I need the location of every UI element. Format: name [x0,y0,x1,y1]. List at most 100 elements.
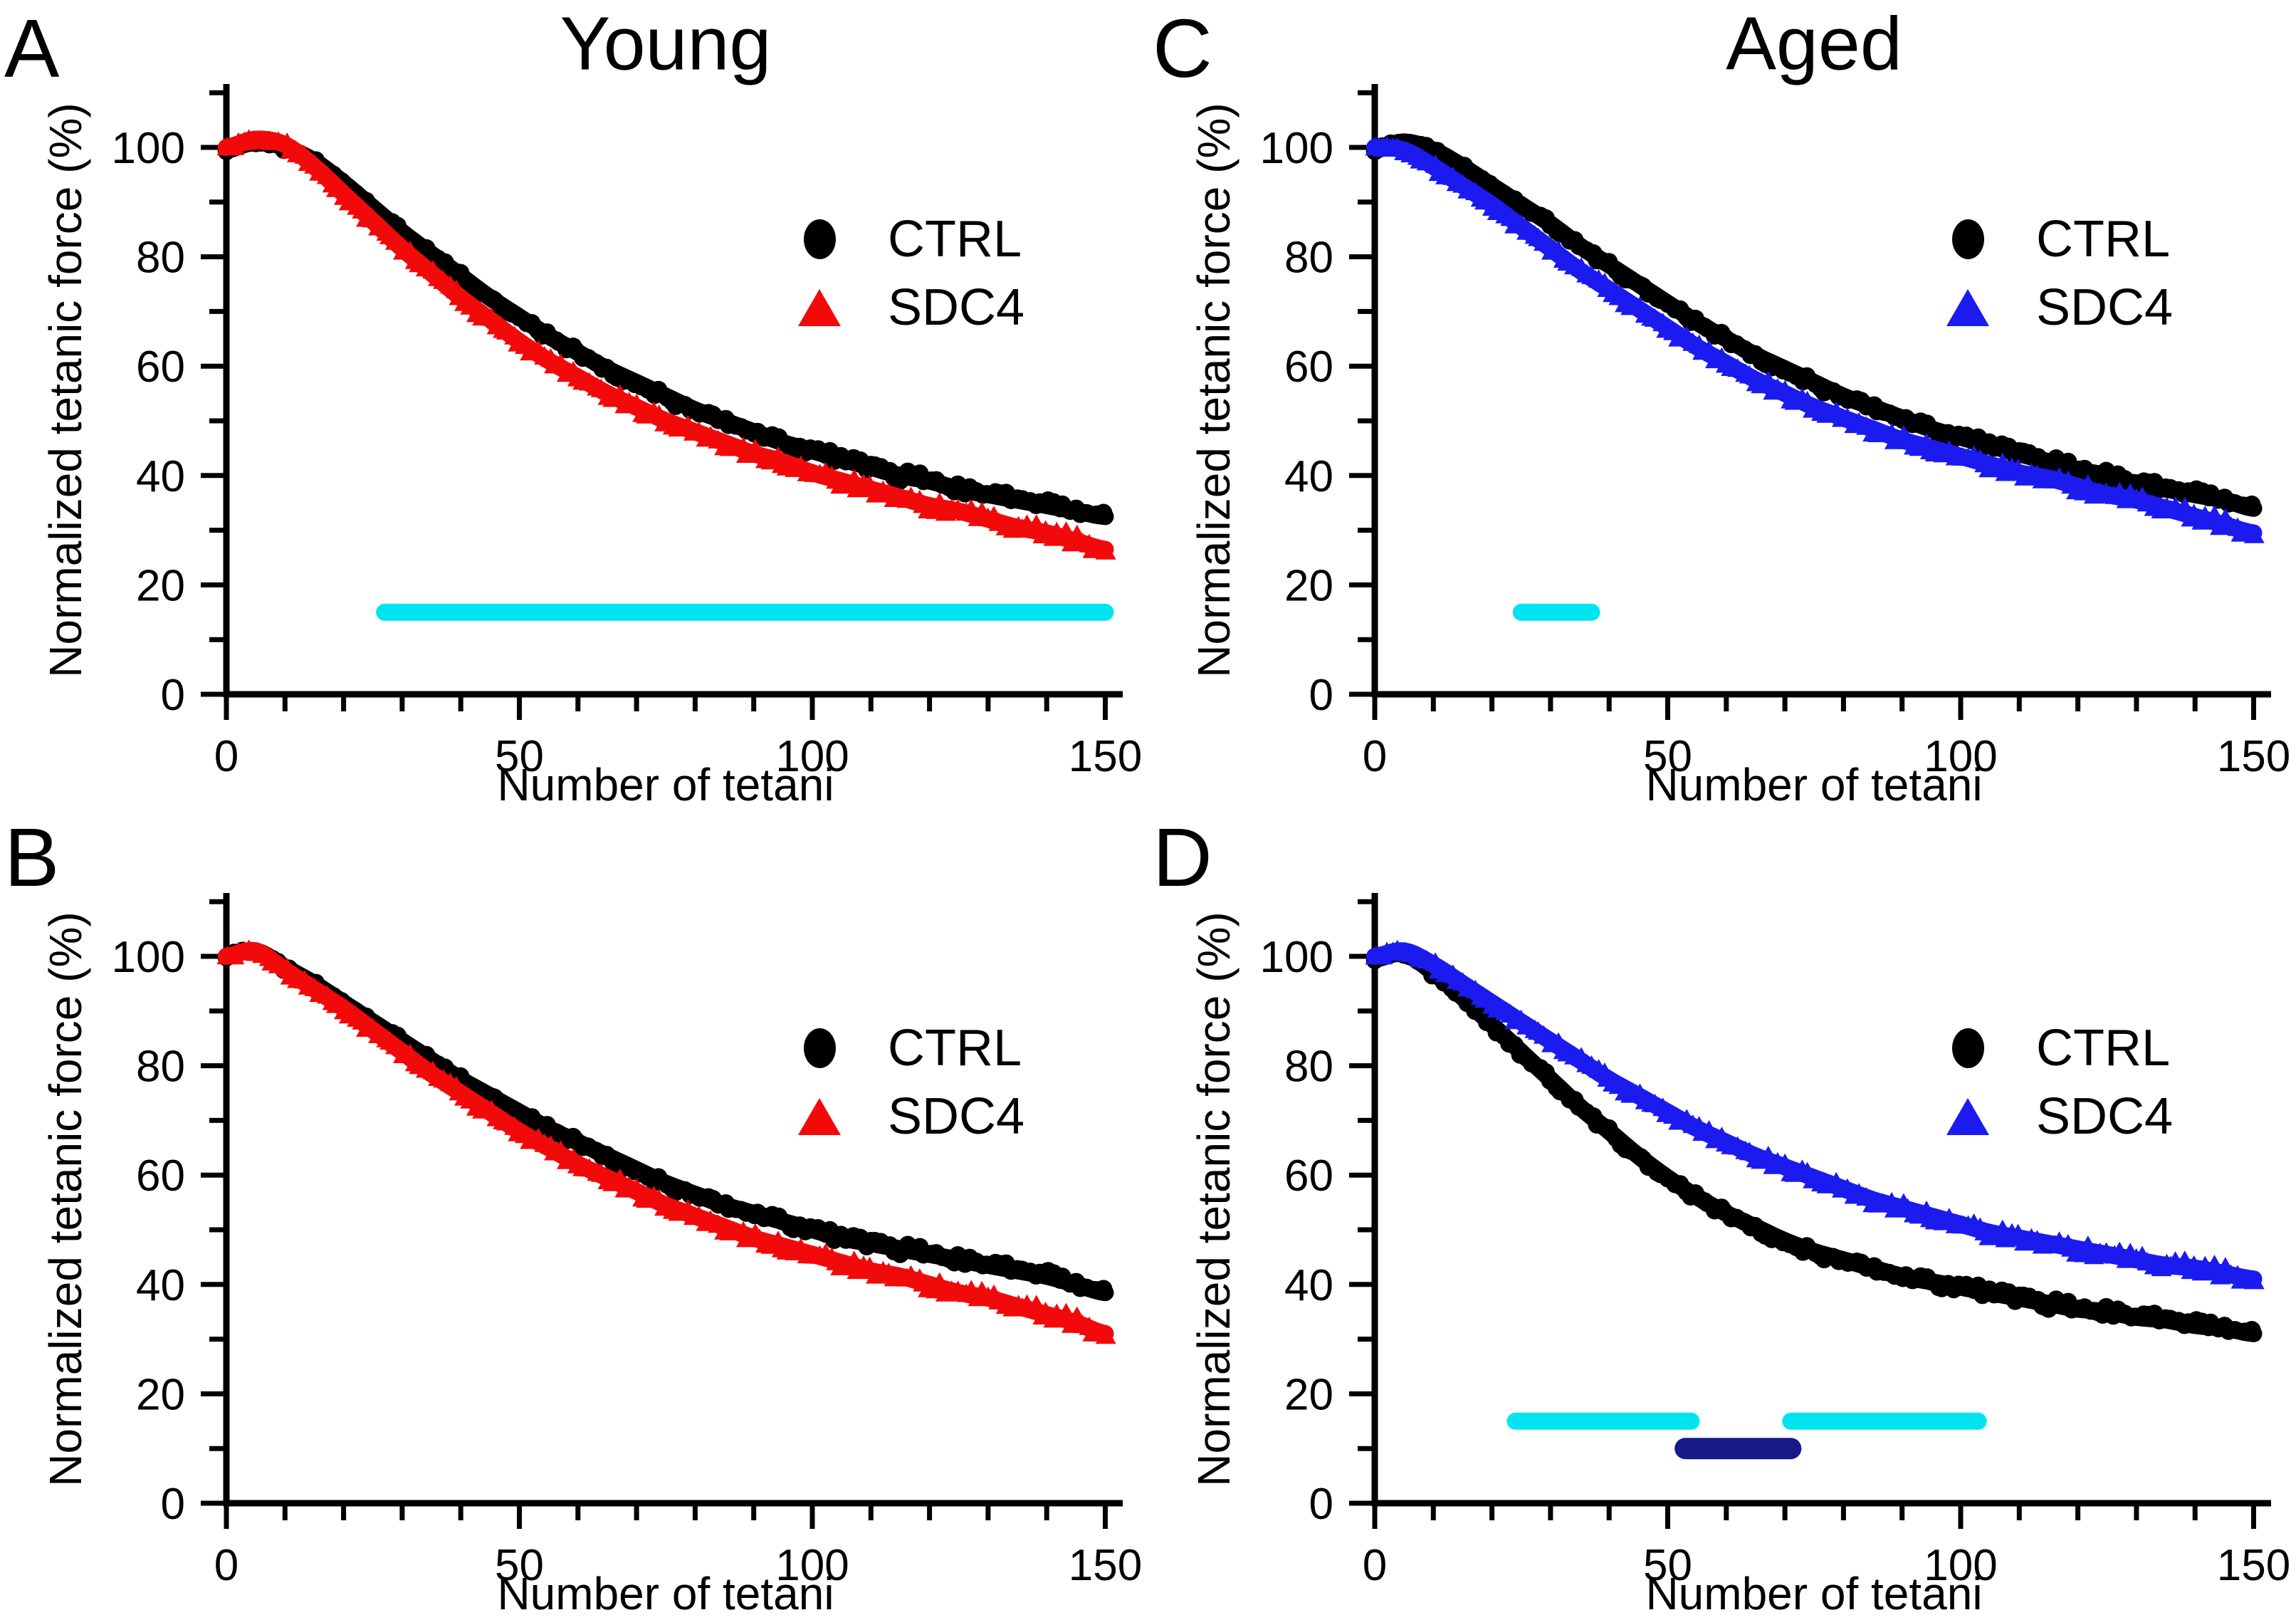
legend-label-sdc4: SDC4 [888,279,1025,336]
svg-text:0: 0 [214,1541,238,1590]
ticks [1349,90,2256,720]
svg-text:100: 100 [775,732,849,781]
svg-text:100: 100 [112,933,185,982]
panel-d: D 0 50 100 150 0 20 40 60 80 100 Normalized tetan… [1148,809,2296,1619]
legend-item-ctrl: CTRL [1935,1014,2173,1082]
panel-b-letter: B [4,811,60,904]
panel-c: C Aged 0 50 100 150 0 20 40 60 80 100 Normalized … [1148,0,2296,811]
svg-text:80: 80 [1284,1042,1333,1092]
svg-text:50: 50 [1643,732,1692,781]
panel-b-x-axis-title: Number of tetani [497,1568,834,1619]
svg-text:60: 60 [1284,343,1333,392]
legend-item-sdc4: SDC4 [1935,1082,2173,1151]
legend-label-ctrl: CTRL [2036,1020,2171,1077]
ticks [201,899,1108,1529]
panel-c-y-axis-title: Normalized tetanic force (%) [1188,103,1239,678]
tick-labels: 0 50 100 150 0 20 40 60 80 100 [112,124,1143,781]
svg-text:40: 40 [136,1261,185,1310]
legend-label-sdc4: SDC4 [888,1088,1025,1145]
svg-text:50: 50 [1643,1541,1692,1590]
svg-text:40: 40 [1284,1261,1333,1310]
sdc4-triangle-marker-icon [798,1098,841,1135]
panel-a-legend: CTRL SDC4 [787,205,1024,342]
svg-text:0: 0 [1309,671,1333,720]
svg-text:0: 0 [161,671,185,720]
ctrl-circle-marker-icon [803,219,836,259]
legend-label-ctrl: CTRL [888,211,1022,268]
legend-label-ctrl: CTRL [888,1020,1022,1077]
legend-item-ctrl: CTRL [787,1014,1024,1082]
series-sdc4 [216,129,1116,560]
panel-c-letter: C [1153,2,1212,95]
series-sdc4 [216,939,1116,1344]
svg-text:40: 40 [1284,452,1333,501]
panel-d-legend: CTRL SDC4 [1935,1014,2173,1151]
legend-label-sdc4: SDC4 [2036,279,2174,336]
panel-d-y-axis-title: Normalized tetanic force (%) [1188,911,1239,1487]
axes [223,84,1123,698]
panel-a-x-axis-title: Number of tetani [497,759,834,810]
svg-text:80: 80 [1284,234,1333,283]
series-sdc4 [1365,939,2265,1290]
column-title-young: Young [560,1,772,86]
svg-text:50: 50 [495,732,544,781]
sdc4-triangle-marker-icon [1946,1098,1989,1135]
ctrl-circle-marker-icon [1951,1028,1984,1068]
panel-c-x-axis-title: Number of tetani [1645,759,1983,810]
legend-item-sdc4: SDC4 [787,273,1024,342]
panel-c-plot: 0 50 100 150 0 20 40 60 80 100 [1260,84,2291,781]
tick-labels: 0 50 100 150 0 20 40 60 80 100 [1260,933,2291,1590]
svg-text:0: 0 [1309,1480,1333,1529]
panel-d-x-axis-title: Number of tetani [1645,1568,1983,1619]
panel-b-y-axis-title: Normalized tetanic force (%) [40,911,91,1487]
svg-text:60: 60 [1284,1151,1333,1201]
svg-text:0: 0 [214,732,238,781]
svg-text:150: 150 [1069,1541,1142,1590]
panel-d-letter: D [1153,811,1212,904]
svg-text:40: 40 [136,452,185,501]
svg-text:100: 100 [1924,732,1997,781]
svg-text:20: 20 [136,561,185,610]
sdc4-triangle-marker-icon [1946,289,1989,326]
svg-text:0: 0 [161,1480,185,1529]
svg-text:100: 100 [775,1541,849,1590]
svg-text:100: 100 [112,124,185,173]
ticks [201,90,1108,720]
svg-text:80: 80 [136,234,185,283]
svg-text:150: 150 [2217,1541,2290,1590]
panel-b-legend: CTRL SDC4 [787,1014,1024,1151]
panel-c-legend: CTRL SDC4 [1935,205,2173,342]
svg-text:20: 20 [1284,561,1333,610]
axes [223,893,1123,1507]
svg-text:100: 100 [1924,1541,1997,1590]
svg-text:20: 20 [1284,1370,1333,1419]
svg-text:150: 150 [2217,732,2290,781]
svg-text:150: 150 [1069,732,1142,781]
panel-a-letter: A [4,2,60,95]
panel-a-plot: 0 50 100 150 0 20 40 60 80 100 [112,84,1143,781]
svg-text:50: 50 [495,1541,544,1590]
panel-b: B 0 50 100 150 0 20 40 60 80 100 Normalized tetan… [0,809,1148,1619]
tick-labels: 0 50 100 150 0 20 40 60 80 100 [112,933,1143,1590]
svg-text:0: 0 [1363,1541,1387,1590]
svg-text:100: 100 [1260,124,1333,173]
svg-text:0: 0 [1363,732,1387,781]
axes [1371,893,2271,1507]
ctrl-circle-marker-icon [1951,219,1984,259]
sdc4-triangle-marker-icon [798,289,841,326]
panel-d-plot: 0 50 100 150 0 20 40 60 80 100 [1260,893,2291,1590]
axes [1371,84,2271,698]
legend-item-ctrl: CTRL [787,205,1024,273]
svg-text:100: 100 [1260,933,1333,982]
ctrl-circle-marker-icon [803,1028,836,1068]
panel-a: A Young 0 50 100 150 0 20 40 60 80 100 Normalized… [0,0,1148,811]
panel-a-y-axis-title: Normalized tetanic force (%) [40,103,91,678]
svg-text:60: 60 [136,1151,185,1201]
tick-labels: 0 50 100 150 0 20 40 60 80 100 [1260,124,2291,781]
svg-text:60: 60 [136,343,185,392]
legend-item-sdc4: SDC4 [1935,273,2173,342]
legend-label-ctrl: CTRL [2036,211,2171,268]
series-sdc4 [1365,135,2265,543]
legend-item-sdc4: SDC4 [787,1082,1024,1151]
